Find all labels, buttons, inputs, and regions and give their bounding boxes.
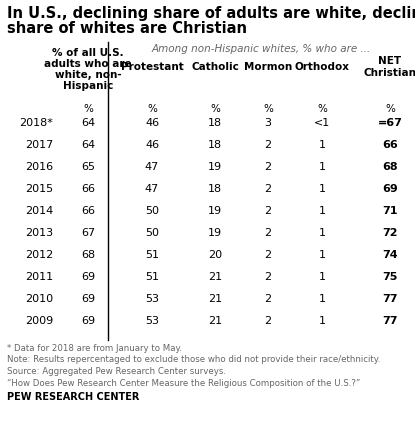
Text: 75: 75 xyxy=(382,272,398,282)
Text: Mormon: Mormon xyxy=(244,62,292,72)
Text: 64: 64 xyxy=(81,118,95,128)
Text: 18: 18 xyxy=(208,118,222,128)
Text: 2: 2 xyxy=(264,140,271,150)
Text: Source: Aggregated Pew Research Center surveys.: Source: Aggregated Pew Research Center s… xyxy=(7,367,226,376)
Text: 67: 67 xyxy=(81,228,95,238)
Text: share of whites are Christian: share of whites are Christian xyxy=(7,21,247,36)
Text: PEW RESEARCH CENTER: PEW RESEARCH CENTER xyxy=(7,392,139,402)
Text: % of all U.S.: % of all U.S. xyxy=(52,48,124,58)
Text: 69: 69 xyxy=(81,294,95,304)
Text: 2017: 2017 xyxy=(25,140,53,150)
Text: %: % xyxy=(317,104,327,114)
Text: 2011: 2011 xyxy=(25,272,53,282)
Text: 53: 53 xyxy=(145,294,159,304)
Text: 1: 1 xyxy=(318,228,325,238)
Text: 69: 69 xyxy=(81,272,95,282)
Text: =67: =67 xyxy=(378,118,403,128)
Text: Catholic: Catholic xyxy=(191,62,239,72)
Text: Hispanic: Hispanic xyxy=(63,81,113,91)
Text: 1: 1 xyxy=(318,140,325,150)
Text: 2013: 2013 xyxy=(25,228,53,238)
Text: 2: 2 xyxy=(264,272,271,282)
Text: 21: 21 xyxy=(208,294,222,304)
Text: 47: 47 xyxy=(145,184,159,194)
Text: 2009: 2009 xyxy=(25,316,53,326)
Text: 68: 68 xyxy=(81,250,95,260)
Text: 1: 1 xyxy=(318,294,325,304)
Text: 1: 1 xyxy=(318,184,325,194)
Text: 71: 71 xyxy=(382,206,398,216)
Text: 1: 1 xyxy=(318,316,325,326)
Text: 74: 74 xyxy=(382,250,398,260)
Text: 46: 46 xyxy=(145,118,159,128)
Text: In U.S., declining share of adults are white, declining: In U.S., declining share of adults are w… xyxy=(7,6,415,21)
Text: 64: 64 xyxy=(81,140,95,150)
Text: white, non-: white, non- xyxy=(55,70,121,80)
Text: 69: 69 xyxy=(382,184,398,194)
Text: 50: 50 xyxy=(145,228,159,238)
Text: %: % xyxy=(385,104,395,114)
Text: 2012: 2012 xyxy=(25,250,53,260)
Text: 53: 53 xyxy=(145,316,159,326)
Text: 2: 2 xyxy=(264,294,271,304)
Text: 1: 1 xyxy=(318,250,325,260)
Text: 19: 19 xyxy=(208,162,222,172)
Text: 2: 2 xyxy=(264,316,271,326)
Text: 46: 46 xyxy=(145,140,159,150)
Text: %: % xyxy=(210,104,220,114)
Text: Among non-Hispanic whites, % who are ...: Among non-Hispanic whites, % who are ... xyxy=(152,44,371,54)
Text: 2015: 2015 xyxy=(25,184,53,194)
Text: 66: 66 xyxy=(81,184,95,194)
Text: 47: 47 xyxy=(145,162,159,172)
Text: 51: 51 xyxy=(145,250,159,260)
Text: 3: 3 xyxy=(264,118,271,128)
Text: 77: 77 xyxy=(382,294,398,304)
Text: <1: <1 xyxy=(314,118,330,128)
Text: 18: 18 xyxy=(208,184,222,194)
Text: Note: Results repercentaged to exclude those who did not provide their race/ethn: Note: Results repercentaged to exclude t… xyxy=(7,355,380,365)
Text: 66: 66 xyxy=(81,206,95,216)
Text: 66: 66 xyxy=(382,140,398,150)
Text: 1: 1 xyxy=(318,206,325,216)
Text: 2: 2 xyxy=(264,162,271,172)
Text: 2: 2 xyxy=(264,228,271,238)
Text: 20: 20 xyxy=(208,250,222,260)
Text: 2: 2 xyxy=(264,250,271,260)
Text: 19: 19 xyxy=(208,228,222,238)
Text: 2: 2 xyxy=(264,206,271,216)
Text: 19: 19 xyxy=(208,206,222,216)
Text: %: % xyxy=(83,104,93,114)
Text: 2014: 2014 xyxy=(25,206,53,216)
Text: 69: 69 xyxy=(81,316,95,326)
Text: 2010: 2010 xyxy=(25,294,53,304)
Text: “How Does Pew Research Center Measure the Religious Composition of the U.S.?”: “How Does Pew Research Center Measure th… xyxy=(7,378,360,388)
Text: 77: 77 xyxy=(382,316,398,326)
Text: 68: 68 xyxy=(382,162,398,172)
Text: 2018*: 2018* xyxy=(19,118,53,128)
Text: adults who are: adults who are xyxy=(44,59,132,69)
Text: NET
Christian: NET Christian xyxy=(364,56,415,78)
Text: %: % xyxy=(263,104,273,114)
Text: 21: 21 xyxy=(208,272,222,282)
Text: 21: 21 xyxy=(208,316,222,326)
Text: 65: 65 xyxy=(81,162,95,172)
Text: 2: 2 xyxy=(264,184,271,194)
Text: 2016: 2016 xyxy=(25,162,53,172)
Text: 1: 1 xyxy=(318,272,325,282)
Text: %: % xyxy=(147,104,157,114)
Text: 1: 1 xyxy=(318,162,325,172)
Text: * Data for 2018 are from January to May.: * Data for 2018 are from January to May. xyxy=(7,344,182,353)
Text: Orthodox: Orthodox xyxy=(295,62,349,72)
Text: 18: 18 xyxy=(208,140,222,150)
Text: 72: 72 xyxy=(382,228,398,238)
Text: 51: 51 xyxy=(145,272,159,282)
Text: Protestant: Protestant xyxy=(121,62,183,72)
Text: 50: 50 xyxy=(145,206,159,216)
